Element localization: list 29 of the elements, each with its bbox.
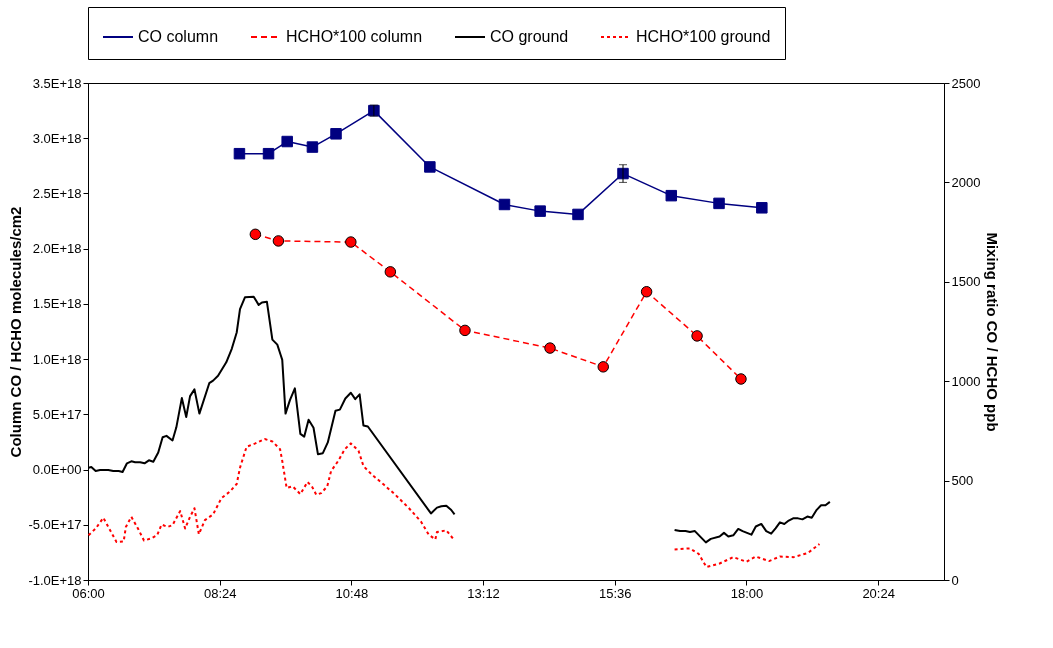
- legend-label: CO ground: [490, 28, 569, 45]
- x-tick-label: 10:48: [335, 585, 369, 601]
- y-tick-label: 0.0E+00: [32, 462, 82, 478]
- y2-tick-label: 1000: [951, 373, 981, 389]
- y2-tick-label: 1500: [951, 274, 981, 290]
- legend-label: CO column: [138, 28, 219, 45]
- y2-axis-title: Mixing ratio CO / HCHO ppb: [984, 232, 1002, 432]
- y-axis-title: Column CO / HCHO molecules/cm2: [7, 206, 25, 458]
- y2-tick-label: 500: [951, 473, 974, 489]
- y-tick-label: 3.0E+18: [32, 130, 82, 146]
- x-tick-label: 20:24: [862, 585, 895, 601]
- x-tick-label: 08:24: [203, 585, 237, 601]
- y-tick-label: 2.5E+18: [32, 185, 82, 201]
- y-tick-label: -1.0E+18: [28, 572, 82, 588]
- legend-label: HCHO*100 ground: [636, 28, 771, 45]
- legend-label: HCHO*100 column: [286, 28, 423, 45]
- y2-tick-label: 2500: [951, 75, 981, 91]
- x-tick-label: 06:00: [72, 585, 105, 601]
- x-tick-label: 13:12: [467, 585, 500, 601]
- y-tick-label: 1.0E+18: [32, 351, 82, 367]
- y-tick-label: 2.0E+18: [32, 241, 82, 257]
- x-tick-label: 18:00: [730, 585, 764, 601]
- y2-tick-label: 2000: [951, 174, 981, 190]
- y-tick-label: -5.0E+17: [28, 517, 82, 533]
- y2-tick-label: 0: [951, 572, 959, 588]
- y-tick-label: 1.5E+18: [32, 296, 82, 312]
- y-tick-label: 3.5E+18: [32, 75, 82, 91]
- x-tick-label: 15:36: [599, 585, 632, 601]
- y-tick-label: 5.0E+17: [32, 406, 82, 422]
